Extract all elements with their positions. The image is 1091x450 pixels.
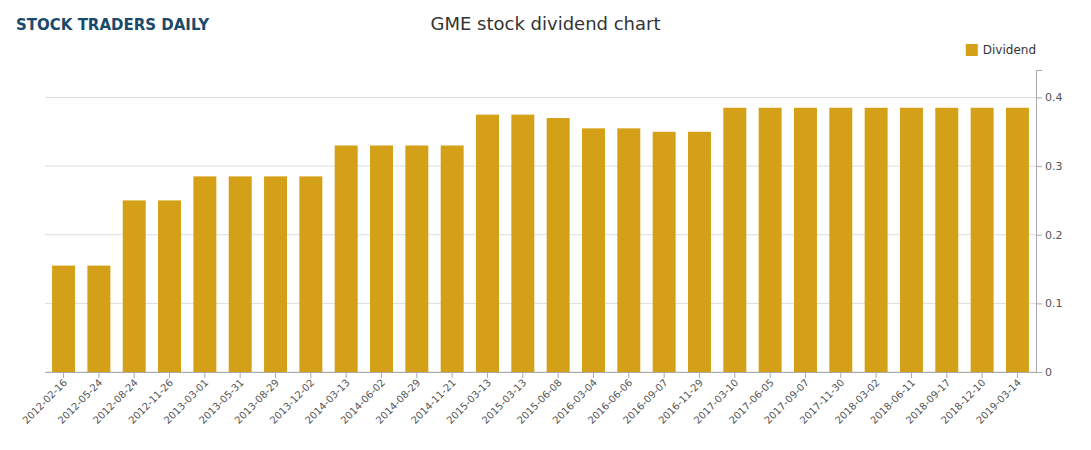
y-tick: 0.4	[1036, 91, 1063, 104]
bar	[829, 108, 852, 372]
bar	[865, 108, 888, 372]
tick-mark	[169, 372, 170, 378]
header-text: STOCK TRADERS DAILY	[16, 16, 210, 34]
bar	[688, 132, 711, 372]
bar	[582, 128, 605, 372]
axis-line	[1037, 71, 1043, 373]
grid	[45, 97, 1036, 372]
bar	[370, 146, 393, 373]
y-tick: 0.3	[1036, 160, 1063, 173]
bar	[193, 176, 216, 372]
tick-mark	[911, 372, 912, 378]
bar	[547, 118, 570, 372]
axis-line	[46, 372, 1037, 373]
tick-mark	[381, 372, 382, 378]
tick-label: 0.1	[1045, 297, 1063, 310]
tick-mark	[805, 372, 806, 378]
bar	[299, 176, 322, 372]
tick-mark	[1036, 235, 1042, 236]
plot-area	[52, 108, 1029, 372]
tick-mark	[98, 372, 99, 378]
bar	[264, 176, 287, 372]
legend-item: Dividend	[966, 43, 1036, 57]
bar	[476, 115, 499, 372]
bar	[52, 266, 75, 372]
tick-mark	[522, 372, 523, 378]
grid-line	[45, 97, 1036, 98]
tick-mark	[240, 372, 241, 378]
tick-label: 0.2	[1045, 229, 1063, 242]
tick-mark	[1036, 166, 1042, 167]
tick-mark	[452, 372, 453, 378]
tick-mark	[628, 372, 629, 378]
tick-label: 0	[1045, 366, 1052, 379]
tick-mark	[840, 372, 841, 378]
bar	[971, 108, 994, 372]
bar	[759, 108, 782, 372]
bar	[653, 132, 676, 372]
bar	[441, 146, 464, 373]
bar	[158, 200, 181, 372]
tick-mark	[664, 372, 665, 378]
tick-mark	[770, 372, 771, 378]
bar	[511, 115, 534, 372]
legend-label: Dividend	[983, 43, 1036, 57]
tick-mark	[593, 372, 594, 378]
legend: Dividend	[966, 43, 1036, 57]
chart: 2012-02-162012-05-242012-08-242012-11-26…	[0, 0, 1091, 450]
tick-mark	[487, 372, 488, 378]
tick-mark	[275, 372, 276, 378]
tick-label: 0.4	[1045, 91, 1063, 104]
bar	[935, 108, 958, 372]
y-axis: 0 0.1 0.2 0.3 0.4	[1036, 71, 1063, 380]
tick-mark	[1036, 97, 1042, 98]
y-tick: 0.2	[1036, 229, 1063, 242]
tick-mark	[416, 372, 417, 378]
legend-swatch	[966, 44, 978, 56]
tick-mark	[558, 372, 559, 378]
title: GME stock dividend chart	[431, 13, 661, 34]
bar-series	[52, 108, 1029, 372]
tick-mark	[134, 372, 135, 378]
tick-label: 2019-03-14	[974, 377, 1023, 426]
tick-mark	[1036, 303, 1042, 304]
y-tick: 0.1	[1036, 297, 1063, 310]
bar	[900, 108, 923, 372]
tick-mark	[699, 372, 700, 378]
tick-mark	[204, 372, 205, 378]
x-axis: 2012-02-162012-05-242012-08-242012-11-26…	[20, 372, 1036, 426]
tick-mark	[1036, 372, 1042, 373]
tick-mark	[946, 372, 947, 378]
tick-mark	[734, 372, 735, 378]
tick-label: 0.3	[1045, 160, 1063, 173]
bar	[123, 200, 146, 372]
bar	[1006, 108, 1029, 372]
y-tick: 0	[1036, 366, 1052, 379]
tick-mark	[310, 372, 311, 378]
bar	[405, 146, 428, 373]
x-tick: 2019-03-14	[974, 372, 1023, 426]
bar	[617, 128, 640, 372]
tick-mark	[876, 372, 877, 378]
bar	[229, 176, 252, 372]
bar	[87, 266, 110, 372]
tick-mark	[982, 372, 983, 378]
tick-mark	[63, 372, 64, 378]
tick-mark	[1017, 372, 1018, 378]
bar	[335, 146, 358, 373]
bar	[723, 108, 746, 372]
tick-mark	[346, 372, 347, 378]
bar	[794, 108, 817, 372]
